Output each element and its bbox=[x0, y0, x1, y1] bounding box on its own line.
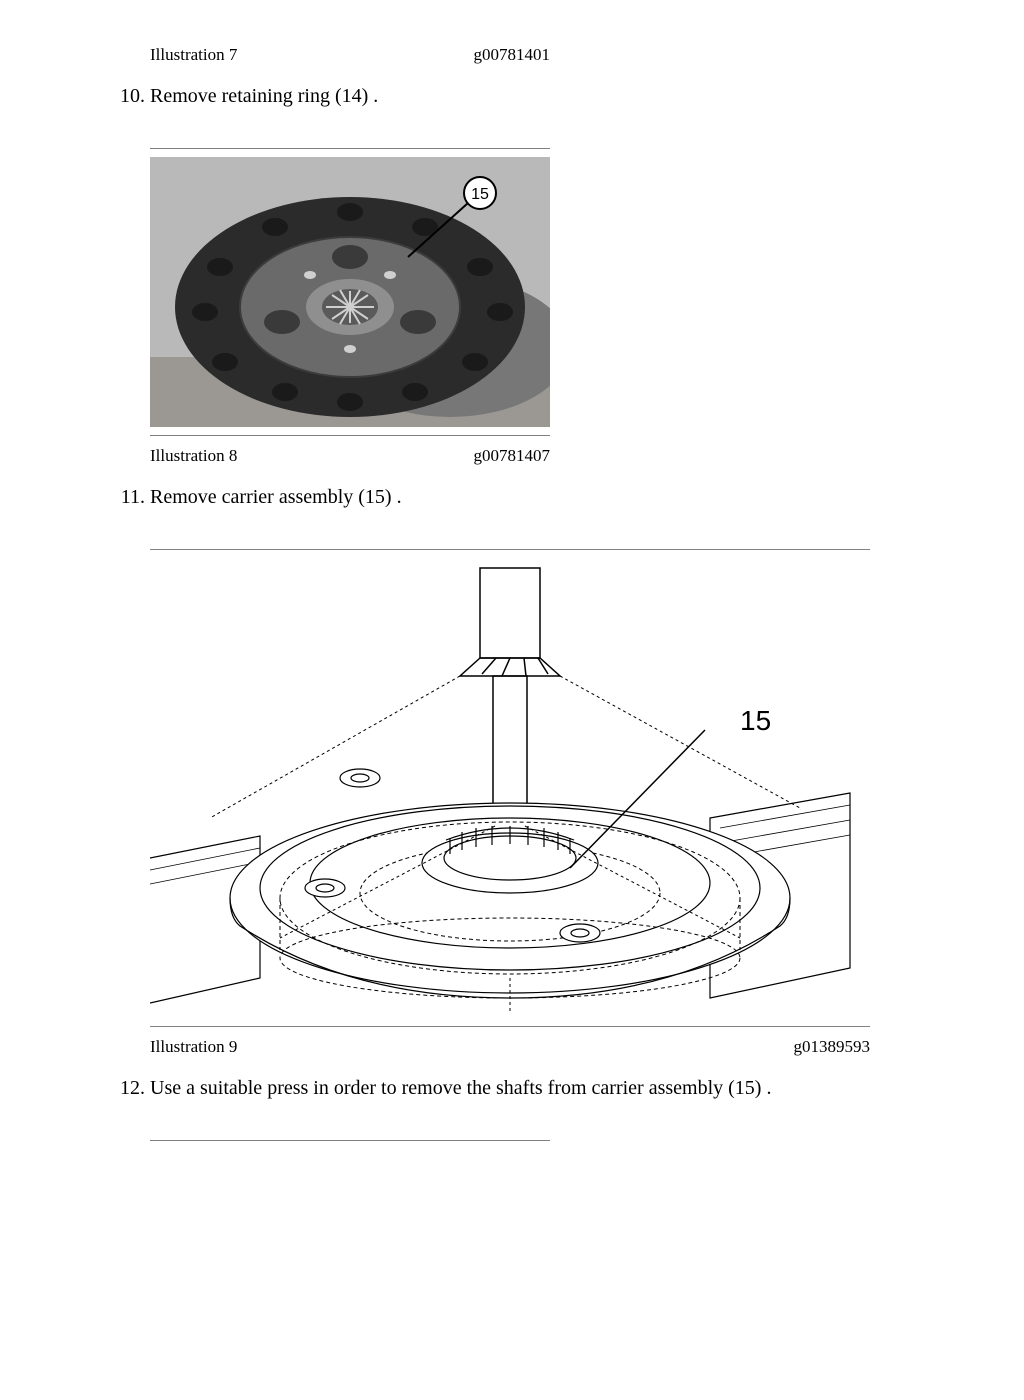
step-11-text: Remove carrier assembly (15) . bbox=[150, 486, 402, 508]
illustration-9-callout: 15 bbox=[740, 705, 771, 736]
illustration-8-caption: Illustration 8 g00781407 bbox=[150, 446, 550, 466]
illustration-7-caption: Illustration 7 g00781401 bbox=[150, 45, 550, 65]
illustration-7-label: Illustration 7 bbox=[150, 45, 237, 65]
illustration-7-code: g00781401 bbox=[474, 45, 551, 65]
illustration-9-code: g01389593 bbox=[794, 1037, 871, 1057]
illustration-8-svg: 15 bbox=[150, 157, 550, 427]
illustration-8-figure: 15 bbox=[150, 148, 550, 436]
step-12: Use a suitable press in order to remove … bbox=[150, 1077, 914, 1100]
illustration-9-label: Illustration 9 bbox=[150, 1037, 237, 1057]
illustration-8-callout: 15 bbox=[471, 186, 489, 203]
illustration-9-svg: 15 bbox=[150, 558, 870, 1018]
illustration-9-caption: Illustration 9 g01389593 bbox=[150, 1037, 870, 1057]
procedure-steps: Remove retaining ring (14) . bbox=[110, 85, 914, 1163]
illustration-8-label: Illustration 8 bbox=[150, 446, 237, 466]
illustration-8-code: g00781407 bbox=[474, 446, 551, 466]
step-10: Remove retaining ring (14) . bbox=[150, 85, 914, 108]
step-11: Remove carrier assembly (15) . bbox=[150, 486, 914, 509]
step-12-text: Use a suitable press in order to remove … bbox=[150, 1077, 771, 1099]
illustration-9-figure: 15 bbox=[150, 549, 870, 1027]
step-10-text: Remove retaining ring (14) . bbox=[150, 85, 378, 107]
illustration-10-top-rule bbox=[150, 1140, 550, 1163]
